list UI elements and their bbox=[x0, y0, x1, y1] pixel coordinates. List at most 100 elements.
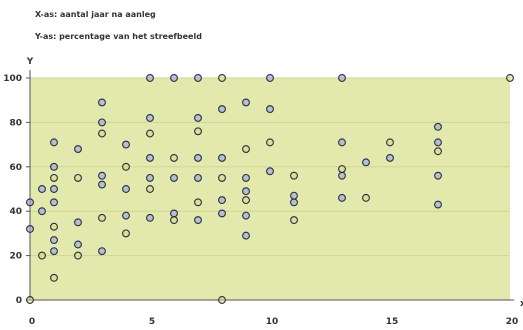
data-point bbox=[26, 296, 34, 304]
data-point bbox=[242, 231, 250, 240]
data-point bbox=[290, 171, 298, 180]
data-point bbox=[26, 225, 34, 233]
data-point bbox=[38, 207, 46, 216]
data-point bbox=[146, 185, 154, 193]
data-point bbox=[218, 196, 226, 205]
data-point bbox=[266, 105, 274, 114]
data-point bbox=[170, 209, 178, 218]
data-point bbox=[506, 74, 514, 82]
data-point bbox=[170, 74, 178, 82]
data-point bbox=[242, 187, 250, 196]
data-point bbox=[338, 171, 346, 180]
data-point bbox=[194, 153, 202, 162]
data-point bbox=[194, 216, 202, 225]
data-point bbox=[218, 173, 226, 182]
data-point bbox=[50, 273, 58, 282]
data-point bbox=[50, 138, 58, 147]
data-point bbox=[50, 162, 58, 171]
x-tick-label-10: 10 bbox=[266, 317, 279, 327]
data-point bbox=[50, 173, 58, 182]
data-point bbox=[242, 173, 250, 182]
legend-y-axis: Y-as: percentage van het streefbeeld bbox=[35, 32, 202, 41]
data-point bbox=[98, 180, 106, 189]
data-point bbox=[434, 171, 442, 180]
data-point bbox=[362, 158, 370, 167]
y-axis-title: Y bbox=[26, 57, 34, 67]
data-point bbox=[50, 185, 58, 193]
data-point bbox=[98, 98, 106, 107]
data-point bbox=[122, 229, 130, 238]
data-point bbox=[194, 173, 202, 182]
data-point bbox=[434, 147, 442, 156]
data-point bbox=[266, 138, 274, 147]
data-point bbox=[290, 216, 298, 225]
data-point bbox=[434, 138, 442, 147]
data-point bbox=[74, 218, 82, 227]
data-point bbox=[122, 185, 130, 193]
data-point bbox=[170, 216, 178, 225]
legend-x-axis: X-as: aantal jaar na aanleg bbox=[35, 10, 156, 19]
data-point bbox=[38, 185, 46, 193]
data-point bbox=[74, 145, 82, 153]
data-point bbox=[98, 118, 106, 127]
data-point bbox=[338, 193, 346, 202]
data-point bbox=[50, 247, 58, 256]
data-point bbox=[146, 173, 154, 182]
x-axis-title: x bbox=[520, 299, 523, 309]
data-point bbox=[194, 114, 202, 122]
y-tick-label-0: 0 bbox=[16, 296, 22, 306]
data-point bbox=[38, 251, 46, 260]
data-point bbox=[218, 296, 226, 304]
x-tick-label-5: 5 bbox=[149, 317, 155, 327]
data-point bbox=[122, 140, 130, 149]
data-point bbox=[194, 198, 202, 207]
data-point bbox=[98, 129, 106, 138]
plot-area bbox=[30, 78, 510, 300]
data-point bbox=[290, 198, 298, 207]
data-point bbox=[122, 211, 130, 220]
data-point bbox=[386, 153, 394, 162]
data-point bbox=[242, 196, 250, 205]
data-point bbox=[386, 138, 394, 147]
x-tick-label-20: 20 bbox=[506, 317, 519, 327]
data-point bbox=[146, 114, 154, 122]
data-point bbox=[98, 247, 106, 256]
data-point bbox=[146, 129, 154, 138]
x-tick-label-0: 0 bbox=[29, 317, 35, 327]
y-tick-label-20: 20 bbox=[9, 252, 22, 262]
gridlines bbox=[30, 77, 510, 257]
data-point bbox=[146, 74, 154, 82]
data-point bbox=[338, 138, 346, 147]
data-points bbox=[26, 74, 514, 304]
y-tick-label-80: 80 bbox=[9, 118, 22, 128]
data-point bbox=[194, 74, 202, 82]
data-point bbox=[218, 153, 226, 162]
data-point bbox=[434, 122, 442, 131]
data-point bbox=[122, 162, 130, 171]
axes bbox=[29, 70, 514, 301]
data-point bbox=[218, 105, 226, 114]
y-tick-label-100: 100 bbox=[3, 74, 22, 84]
data-point bbox=[266, 167, 274, 176]
data-point bbox=[242, 145, 250, 153]
data-point bbox=[74, 251, 82, 260]
data-point bbox=[170, 173, 178, 182]
data-point bbox=[26, 198, 34, 207]
data-point bbox=[50, 198, 58, 207]
data-point bbox=[218, 74, 226, 82]
data-point bbox=[98, 213, 106, 222]
data-point bbox=[434, 200, 442, 209]
data-point bbox=[74, 173, 82, 182]
data-point bbox=[170, 153, 178, 162]
data-point bbox=[74, 240, 82, 249]
data-point bbox=[266, 74, 274, 82]
data-point bbox=[50, 236, 58, 245]
data-point bbox=[290, 191, 298, 200]
y-tick-label-40: 40 bbox=[9, 207, 22, 217]
data-point bbox=[146, 153, 154, 162]
data-point bbox=[218, 209, 226, 218]
data-point bbox=[242, 98, 250, 107]
y-tick-label-60: 60 bbox=[9, 163, 22, 173]
data-point bbox=[242, 211, 250, 220]
